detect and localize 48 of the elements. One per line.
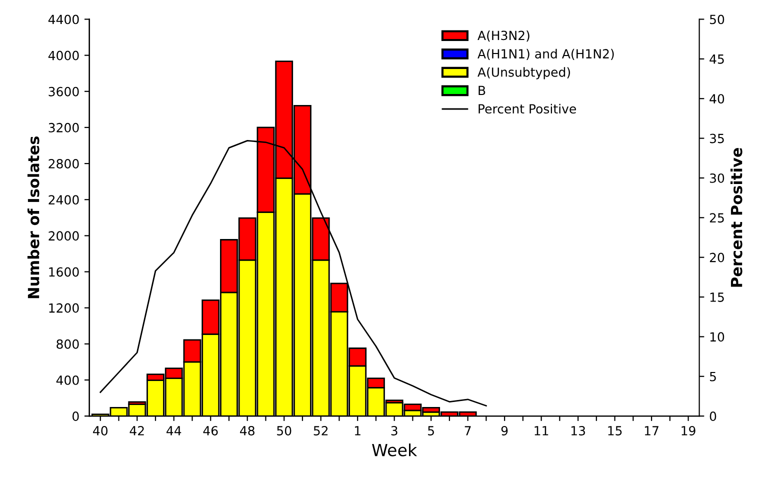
x-tick-label: 48 — [240, 426, 254, 436]
y-tick-label: 3600 — [48, 86, 79, 96]
y2-tick-label: 45 — [710, 54, 724, 64]
y2-tick-label: 40 — [710, 94, 724, 104]
x-tick-label: 17 — [644, 426, 658, 436]
x-tick-label: 3 — [391, 426, 398, 436]
x-axis-title: Week — [372, 443, 418, 456]
y2-tick-label: 15 — [710, 292, 724, 302]
y-tick-label: 0 — [72, 412, 79, 421]
y-tick-label: 2800 — [48, 159, 79, 168]
y-tick-label: 4000 — [48, 50, 79, 60]
x-tick-label: 7 — [464, 426, 471, 436]
y2-axis-title: Percent Positive — [730, 148, 742, 287]
x-tick-label: 19 — [682, 426, 696, 436]
x-tick-label: 40 — [93, 426, 108, 436]
y-tick-label: 1200 — [49, 303, 79, 313]
y-tick-label: 3200 — [48, 122, 79, 132]
y-tick-label: 400 — [56, 375, 79, 385]
x-tick-label: 11 — [534, 426, 548, 436]
y2-tick-label: 35 — [710, 134, 724, 144]
x-tick-label: 52 — [314, 426, 328, 436]
legend-label: A(H3N2) — [478, 30, 530, 42]
y-axis-title: Number of Isolates — [27, 136, 40, 298]
x-tick-label: 9 — [501, 426, 508, 436]
y2-tick-label: 25 — [710, 213, 724, 223]
x-tick-label: 1 — [354, 426, 360, 436]
legend-label: A(Unsubtyped) — [478, 67, 570, 80]
legend-label: Percent Positive — [478, 104, 576, 114]
x-tick-label: 44 — [166, 426, 182, 436]
y-tick-label: 4400 — [48, 14, 79, 24]
y-tick-label: 2000 — [48, 231, 79, 241]
y2-tick-label: 5 — [710, 372, 716, 382]
x-tick-label: 5 — [428, 426, 434, 436]
y2-tick-label: 0 — [710, 412, 716, 421]
y2-tick-label: 10 — [710, 332, 724, 342]
x-tick-label: 50 — [277, 426, 292, 436]
y2-tick-label: 30 — [710, 173, 724, 183]
y2-tick-label: 50 — [710, 14, 724, 24]
y2-tick-label: 20 — [710, 252, 724, 262]
y-tick-label: 2400 — [48, 195, 79, 205]
x-tick-label: 46 — [203, 426, 218, 436]
y-tick-label: 1600 — [49, 267, 79, 277]
x-tick-label: 13 — [571, 426, 585, 436]
x-tick-label: 15 — [608, 426, 622, 436]
x-tick-label: 42 — [130, 426, 144, 436]
y-tick-label: 800 — [56, 339, 79, 349]
legend-label: B — [478, 86, 486, 96]
legend-label: A(H1N1) and A(H1N2) — [478, 48, 614, 60]
